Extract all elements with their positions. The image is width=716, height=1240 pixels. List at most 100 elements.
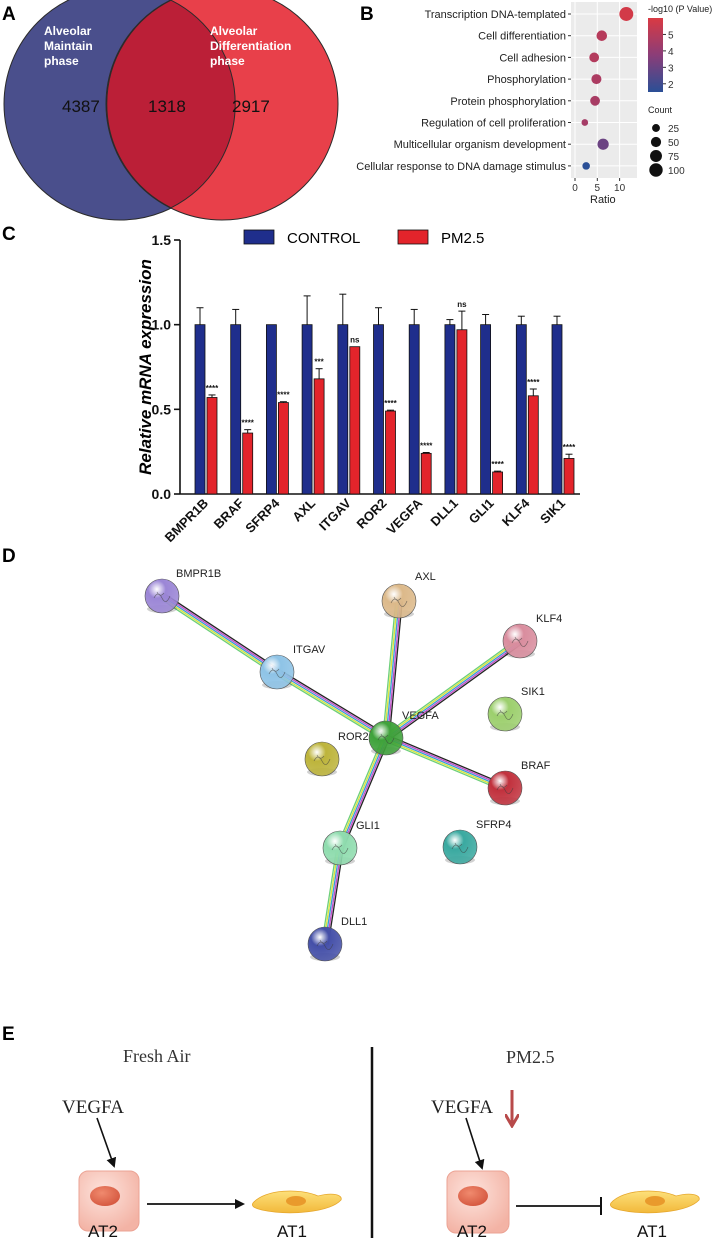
panel-label-e: E: [2, 1024, 15, 1045]
network-node: SFRP4: [442, 819, 511, 865]
significance-label: ****: [420, 442, 433, 451]
left-at2-cell: [78, 1170, 140, 1232]
network-node-label: ITGAV: [293, 644, 326, 656]
dotplot-term-label: Cell differentiation: [478, 31, 566, 43]
bar-control: [551, 324, 563, 495]
schematic-right-title: PM2.5: [506, 1047, 555, 1067]
left-from-label: AT2: [88, 1222, 118, 1240]
significance-label: ***: [314, 358, 324, 367]
dotplot-point: [590, 95, 600, 106]
dotplot-term-label: Protein phosphorylation: [450, 96, 566, 108]
panel-label-a: A: [2, 4, 16, 25]
size-legend-label: 75: [668, 152, 680, 163]
venn-right-title-line: phase: [210, 54, 245, 68]
bar-control: [408, 324, 420, 495]
network-edge: [384, 734, 507, 792]
dotplot-point: [581, 119, 589, 126]
dotplot-x-tick-label: 10: [614, 183, 626, 194]
network-edge: [159, 592, 280, 676]
bar-control: [230, 324, 242, 495]
dotplot-x-tick-label: 0: [572, 183, 578, 194]
bar-x-tick-label: SIK1: [537, 496, 568, 527]
significance-label: ****: [241, 419, 254, 428]
network-node: VEGFA: [368, 710, 439, 756]
bar-control: [194, 324, 206, 495]
size-legend-dot: [650, 150, 662, 162]
panel-label-c: C: [2, 224, 16, 245]
dotplot-x-axis: 0 5 10: [572, 178, 626, 194]
bar-x-tick-label: ITGAV: [316, 495, 354, 533]
bar-pm25: [385, 410, 396, 495]
dotplot-term-label: Cellular response to DNA damage stimulus: [356, 161, 566, 173]
network-node-label: DLL1: [341, 916, 367, 928]
venn-left-title-line: phase: [44, 54, 79, 68]
significance-label: ****: [206, 384, 219, 393]
right-regulator-label: VEGFA: [431, 1097, 493, 1118]
panel-a: A Alveolar Maintain phase Alveolar Diffe…: [2, 0, 339, 221]
bar-pm25: [563, 458, 575, 495]
left-regulator-label: VEGFA: [62, 1097, 124, 1118]
bar-y-tick-label: 1.0: [152, 317, 172, 333]
bar-bars: ***************ns********ns************: [194, 293, 576, 495]
venn-right-title-line: Differentiation: [210, 39, 291, 53]
bar-y-tick-label: 0.0: [152, 486, 172, 502]
network-edges: [159, 592, 523, 945]
network-node: SIK1: [487, 686, 545, 732]
bar-control: [301, 324, 313, 495]
left-to-label: AT1: [277, 1222, 307, 1240]
panel-label-d: D: [2, 546, 16, 567]
dotplot-term-label: Cell adhesion: [499, 52, 566, 64]
right-from-label: AT2: [457, 1222, 487, 1240]
bar-x-tick-label: VEGFA: [384, 495, 426, 537]
panel-d: D BMPR1B ITGAV AXL KLF4 VEGFA SIK1 ROR2 BRAF GLI…: [2, 546, 562, 962]
significance-label: ns: [457, 300, 467, 309]
size-legend: 25 50 75 100: [649, 124, 685, 177]
legend-swatch-control: [243, 229, 275, 245]
bar-x-tick-label: GLI1: [466, 496, 497, 527]
dotplot-point: [597, 138, 609, 150]
bar-x-tick-label: BMPR1B: [162, 496, 211, 545]
network-node: DLL1: [307, 916, 367, 962]
right-regulator-arrow: [465, 1117, 485, 1170]
bar-pm25: [349, 346, 361, 495]
network-node: KLF4: [502, 613, 562, 659]
venn-right-count: 2917: [232, 97, 270, 116]
dotplot-points: [581, 7, 634, 170]
dotplot-term-labels: Transcription DNA-templated Cell differen…: [356, 9, 571, 173]
bar-control: [373, 324, 384, 495]
dotplot-point: [596, 30, 608, 41]
panel-b: B Transcription DNA-templated Cell differ…: [356, 2, 712, 206]
significance-label: ****: [527, 378, 540, 387]
dotplot-term-label: Multicellular organism development: [394, 139, 566, 151]
size-legend-label: 25: [668, 124, 680, 135]
network-node-label: BRAF: [521, 760, 551, 772]
dotplot-term-label: Phosphorylation: [487, 74, 566, 86]
dotplot-x-tick-label: 5: [595, 183, 601, 194]
significance-label: ****: [384, 399, 397, 408]
bar-pm25: [456, 329, 468, 495]
colorbar: [648, 18, 663, 92]
network-node-label: SFRP4: [476, 819, 511, 831]
venn-left-count: 4387: [62, 97, 100, 116]
size-legend-label: 50: [668, 138, 680, 149]
network-edge: [275, 668, 388, 742]
bar-pm25: [242, 432, 254, 495]
network-node: AXL: [381, 571, 436, 619]
network-edge: [336, 736, 390, 850]
dotplot-area: [571, 2, 637, 178]
network-node-label: ROR2: [338, 731, 369, 743]
dotplot-point: [589, 52, 600, 63]
dotplot-term-label: Transcription DNA-templated: [425, 9, 566, 21]
colorbar-ticks: 2 3 4 5: [663, 30, 674, 91]
bar-pm25: [527, 395, 539, 495]
left-regulator-arrow: [96, 1117, 117, 1168]
bar-x-tick-label: AXL: [289, 495, 318, 524]
bar-control: [337, 324, 349, 495]
network-node: GLI1: [322, 820, 380, 866]
right-at2-cell: [446, 1170, 510, 1234]
network-node: BMPR1B: [144, 568, 221, 614]
colorbar-tick-label: 2: [668, 80, 674, 91]
venn-right-title-line: Alveolar: [210, 24, 258, 38]
venn-overlap: [106, 0, 236, 209]
